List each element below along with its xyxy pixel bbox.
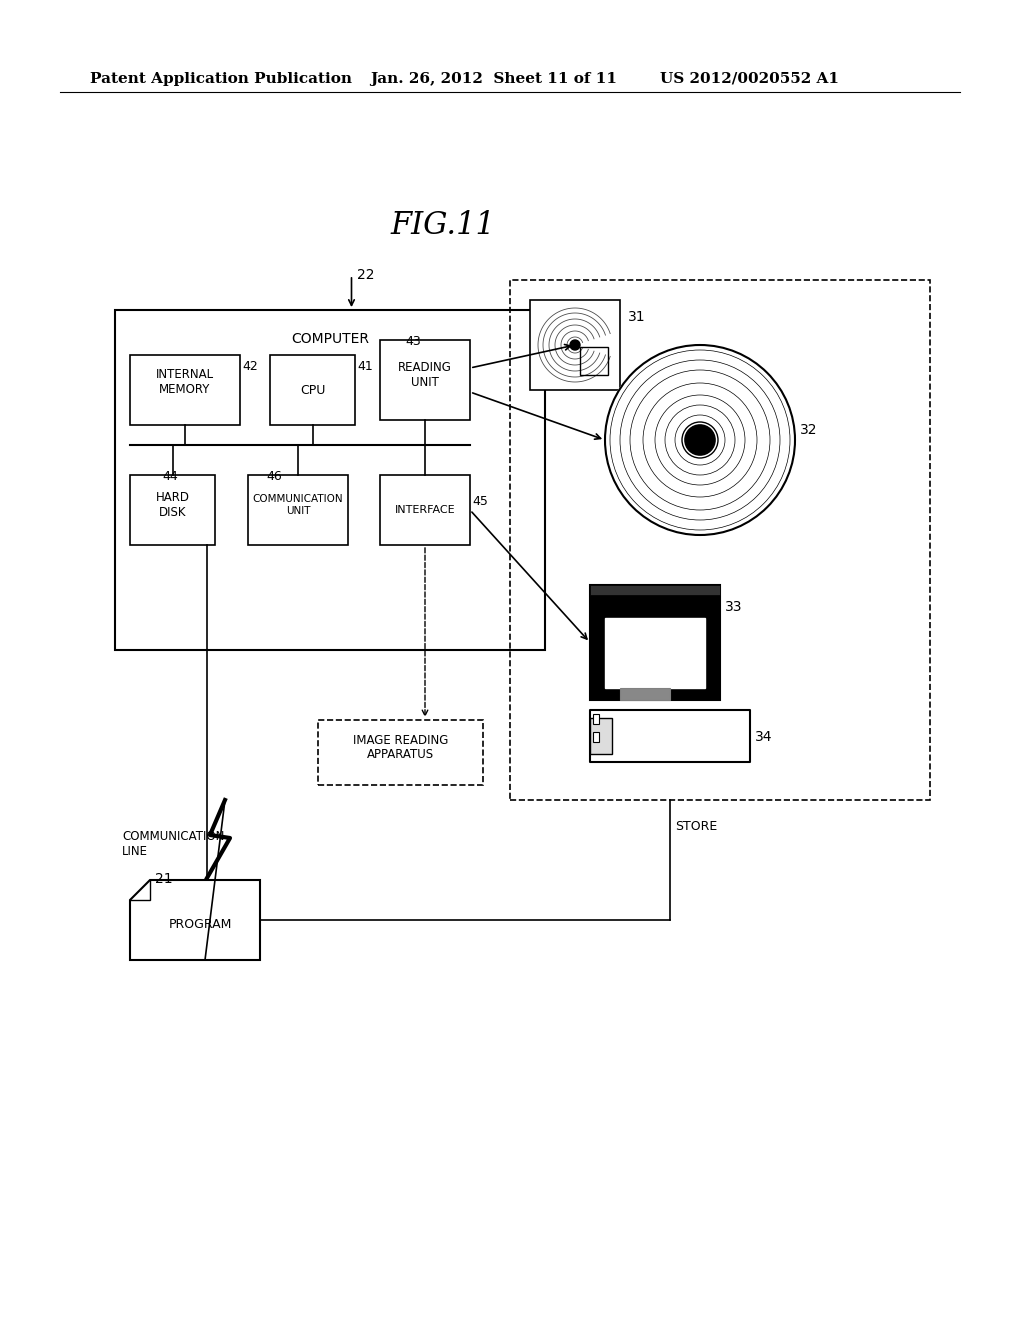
Bar (510, 280, 930, 800)
Text: 31: 31 (628, 310, 645, 323)
Text: 32: 32 (800, 422, 817, 437)
Bar (605, 618, 705, 688)
Text: 46: 46 (266, 470, 282, 483)
Bar (380, 475, 470, 545)
Bar (580, 347, 608, 375)
Text: 41: 41 (357, 360, 373, 374)
Text: PROGRAM: PROGRAM (168, 919, 231, 932)
Bar (590, 585, 720, 700)
Text: 42: 42 (242, 360, 258, 374)
Text: READING
UNIT: READING UNIT (398, 360, 452, 389)
Bar (590, 718, 612, 754)
Text: IMAGE READING
APPARATUS: IMAGE READING APPARATUS (353, 734, 449, 762)
Bar (593, 733, 599, 742)
Text: 34: 34 (755, 730, 772, 744)
Bar (130, 355, 240, 425)
PathPatch shape (130, 880, 260, 960)
Circle shape (685, 425, 715, 455)
Text: 33: 33 (725, 601, 742, 614)
Text: COMPUTER: COMPUTER (291, 333, 369, 346)
Text: Jan. 26, 2012  Sheet 11 of 11: Jan. 26, 2012 Sheet 11 of 11 (370, 73, 617, 86)
Text: FIG.11: FIG.11 (390, 210, 495, 242)
Bar (318, 719, 483, 785)
Text: CPU: CPU (300, 384, 326, 396)
Bar (380, 341, 470, 420)
Bar (593, 714, 599, 723)
Text: US 2012/0020552 A1: US 2012/0020552 A1 (660, 73, 839, 86)
Text: 21: 21 (155, 873, 173, 886)
Circle shape (682, 422, 718, 458)
Text: COMMUNICATION
LINE: COMMUNICATION LINE (122, 830, 224, 858)
Bar (620, 688, 670, 700)
Text: 45: 45 (472, 495, 487, 508)
Circle shape (570, 341, 580, 350)
Bar (248, 475, 348, 545)
Text: 43: 43 (406, 335, 421, 348)
Bar (590, 710, 750, 762)
Bar (115, 310, 545, 649)
Text: Patent Application Publication: Patent Application Publication (90, 73, 352, 86)
Bar (530, 300, 620, 389)
Bar (270, 355, 355, 425)
Text: STORE: STORE (675, 820, 717, 833)
Text: 22: 22 (356, 268, 374, 282)
Bar (590, 585, 720, 595)
Text: COMMUNICATION
UNIT: COMMUNICATION UNIT (253, 494, 343, 516)
Text: INTERFACE: INTERFACE (394, 506, 456, 515)
Text: INTERNAL
MEMORY: INTERNAL MEMORY (156, 368, 214, 396)
Circle shape (605, 345, 795, 535)
Text: HARD
DISK: HARD DISK (156, 491, 189, 519)
Bar (130, 475, 215, 545)
Text: 44: 44 (163, 470, 178, 483)
